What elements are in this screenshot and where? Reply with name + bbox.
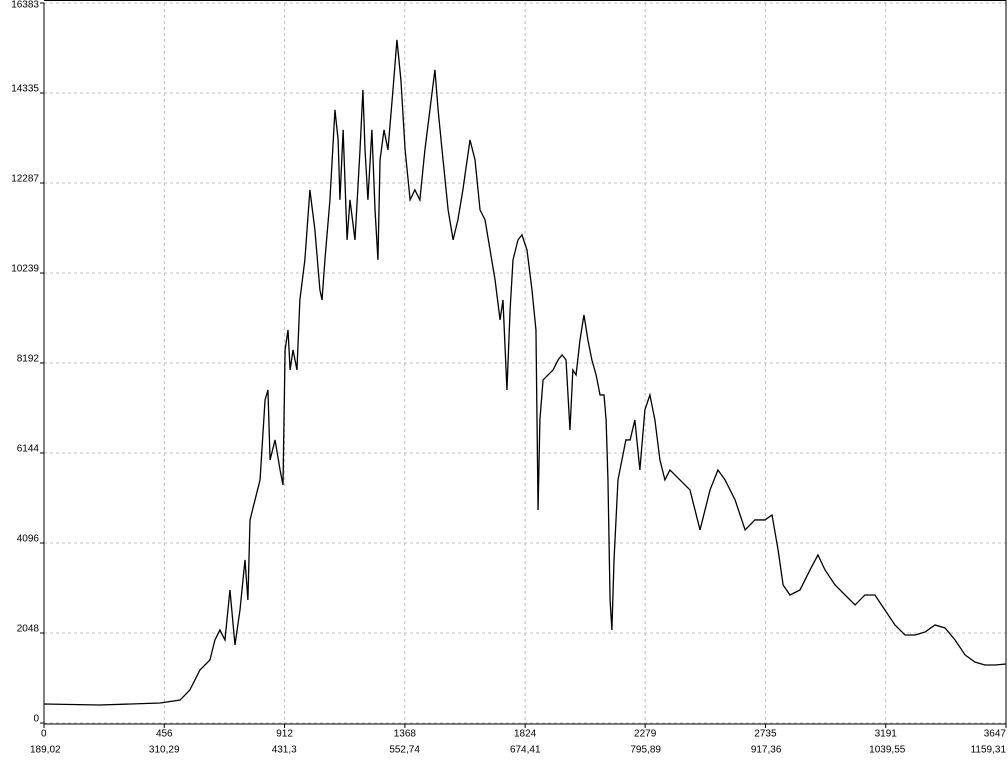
x-tick-label: 456 [156, 729, 173, 740]
x-tick-label: 3191 [875, 729, 898, 740]
x-tick-label: 1824 [514, 729, 537, 740]
y-tick-label: 0 [33, 714, 39, 725]
x2-tick-label: 189,02 [30, 745, 61, 756]
plot [43, 39, 1007, 706]
data-line [43, 39, 1007, 706]
x-tick-label: 3647 [984, 729, 1007, 740]
y-tick-label: 8192 [17, 354, 40, 365]
x2-tick-label: 431,3 [272, 745, 297, 756]
y-tick-label: 6144 [17, 444, 40, 455]
x2-tick-label: 552,74 [389, 745, 420, 756]
x2-tick-label: 674,41 [510, 745, 541, 756]
x-tick-label: 1368 [394, 729, 417, 740]
y-tick-label: 14335 [11, 84, 39, 95]
x2-tick-label: 917,36 [751, 745, 782, 756]
y-tick-label: 4096 [17, 534, 40, 545]
x2-tick-label: 310,29 [149, 745, 180, 756]
x2-tick-label: 1039,55 [869, 745, 906, 756]
x-tick-label: 912 [276, 729, 293, 740]
y-tick-label: 10239 [11, 264, 39, 275]
x2-tick-label: 795,89 [630, 745, 661, 756]
x2-tick-label: 1159,31 [971, 745, 1007, 756]
y-tick-label: 12287 [11, 174, 39, 185]
y-tick-label: 2048 [17, 624, 40, 635]
x-tick-label: 2735 [754, 729, 777, 740]
x-tick-label: 0 [41, 729, 47, 740]
y-tick-label: 16383 [11, 0, 39, 11]
x-tick-label: 2279 [634, 729, 657, 740]
